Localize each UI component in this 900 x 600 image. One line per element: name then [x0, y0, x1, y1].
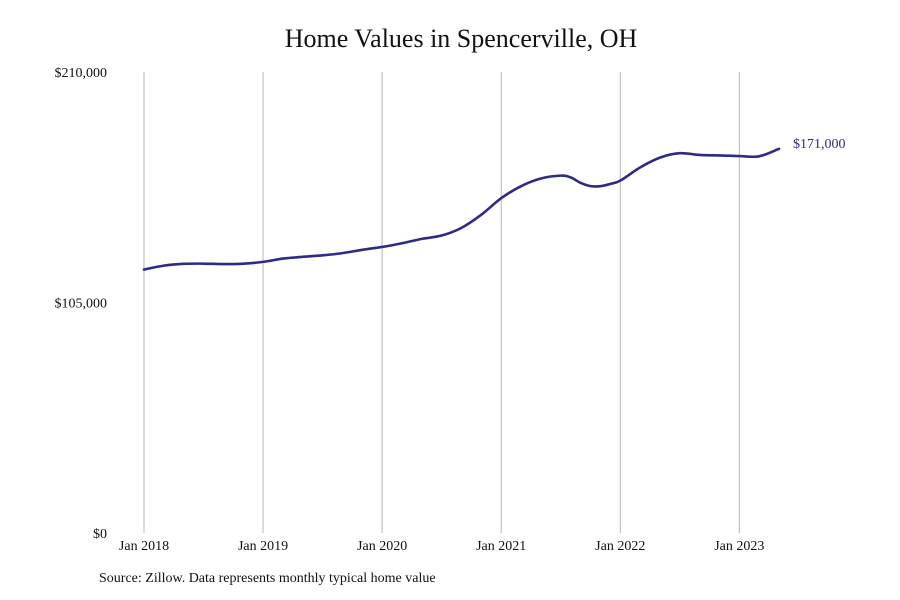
gridlines [143, 72, 740, 533]
x-tick-label: Jan 2022 [595, 539, 645, 554]
source-note: Source: Zillow. Data represents monthly … [99, 571, 436, 586]
y-axis: $0 $105,000 $210,000 [55, 66, 108, 542]
x-tick-label: Jan 2018 [119, 539, 169, 554]
y-tick-label: $0 [93, 527, 107, 542]
chart-title: Home Values in Spencerville, OH [284, 24, 638, 53]
series-layer [142, 147, 781, 271]
y-tick-label: $210,000 [55, 66, 108, 81]
x-axis: Jan 2018 Jan 2019 Jan 2020 Jan 2021 Jan 2022… [119, 539, 764, 554]
x-tick-label: Jan 2020 [357, 539, 407, 554]
x-tick-label: Jan 2021 [476, 539, 526, 554]
series-line-home-value [142, 147, 781, 271]
data-labels: $171,000 [793, 137, 846, 152]
x-tick-label: Jan 2019 [238, 539, 288, 554]
y-tick-label: $105,000 [55, 297, 108, 312]
end-value-label: $171,000 [793, 137, 846, 152]
x-tick-label: Jan 2023 [714, 539, 764, 554]
